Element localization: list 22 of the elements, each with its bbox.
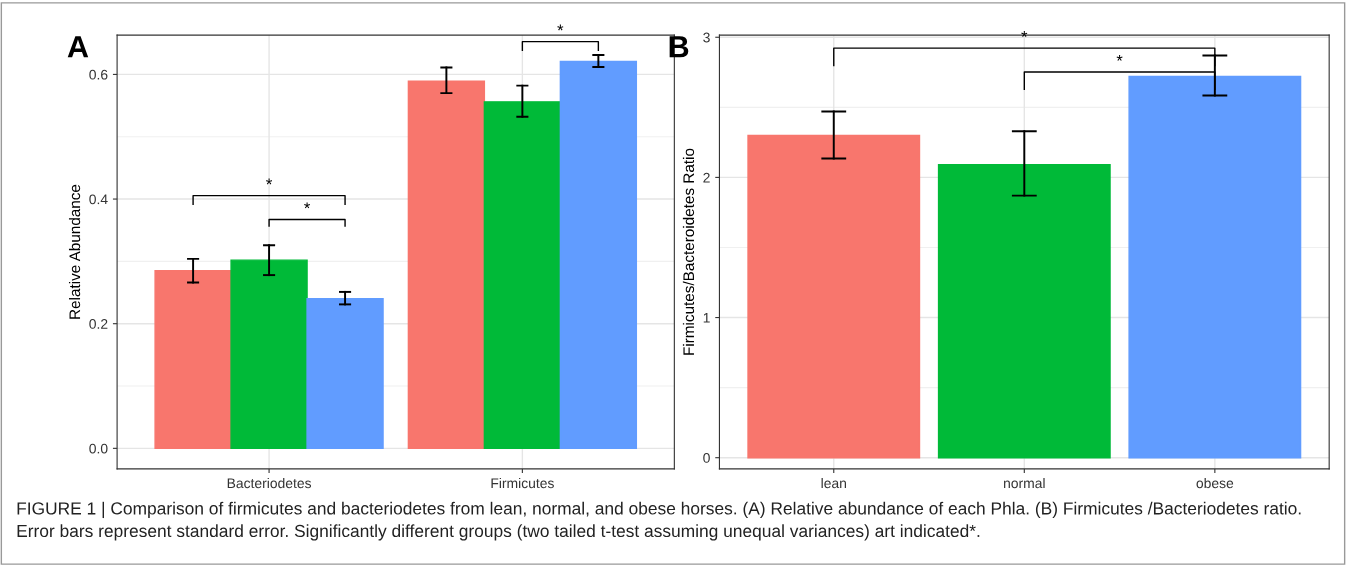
y-tick-label: 1 bbox=[703, 313, 710, 323]
y-tick-label: 0.6 bbox=[89, 69, 108, 80]
x-tick-label: obese bbox=[1196, 477, 1234, 489]
annotation: * bbox=[1021, 31, 1028, 37]
y-axis-title: Relative Abundance bbox=[68, 184, 81, 319]
x-tick-label: lean bbox=[821, 477, 846, 489]
caption: FIGURE 1 | Comparison of firmicutes and bacteriodetes from lean, normal, and obese horses. (A) Relative abundance of each Phla. (B) Firmicutes /Bacteriodetes ratio. Error bars represent standard error. Significantly different groups (two tailed t-test assuming unequal variances) art indicated*. bbox=[17, 501, 1301, 541]
x-tick-label: Bacteriodetes bbox=[227, 477, 312, 489]
annotation: * bbox=[304, 202, 311, 209]
y-tick-label: 2 bbox=[703, 172, 710, 183]
y-tick-label: 0.4 bbox=[89, 194, 108, 205]
annotation: * bbox=[266, 178, 273, 185]
text: * bbox=[557, 24, 564, 31]
y-tick-label: 0.2 bbox=[89, 319, 108, 329]
x-tick-label: normal bbox=[1004, 477, 1045, 489]
y-tick-label: 0 bbox=[703, 453, 710, 463]
x-tick-label: Firmicutes bbox=[491, 477, 554, 489]
annotation: * bbox=[1116, 54, 1123, 61]
text: A bbox=[67, 36, 89, 58]
y-tick-label: 0.0 bbox=[89, 443, 108, 454]
y-tick-label: 3 bbox=[703, 32, 710, 43]
y-axis-title: Firmicutes/Bacteroidetes Ratio bbox=[682, 148, 695, 355]
